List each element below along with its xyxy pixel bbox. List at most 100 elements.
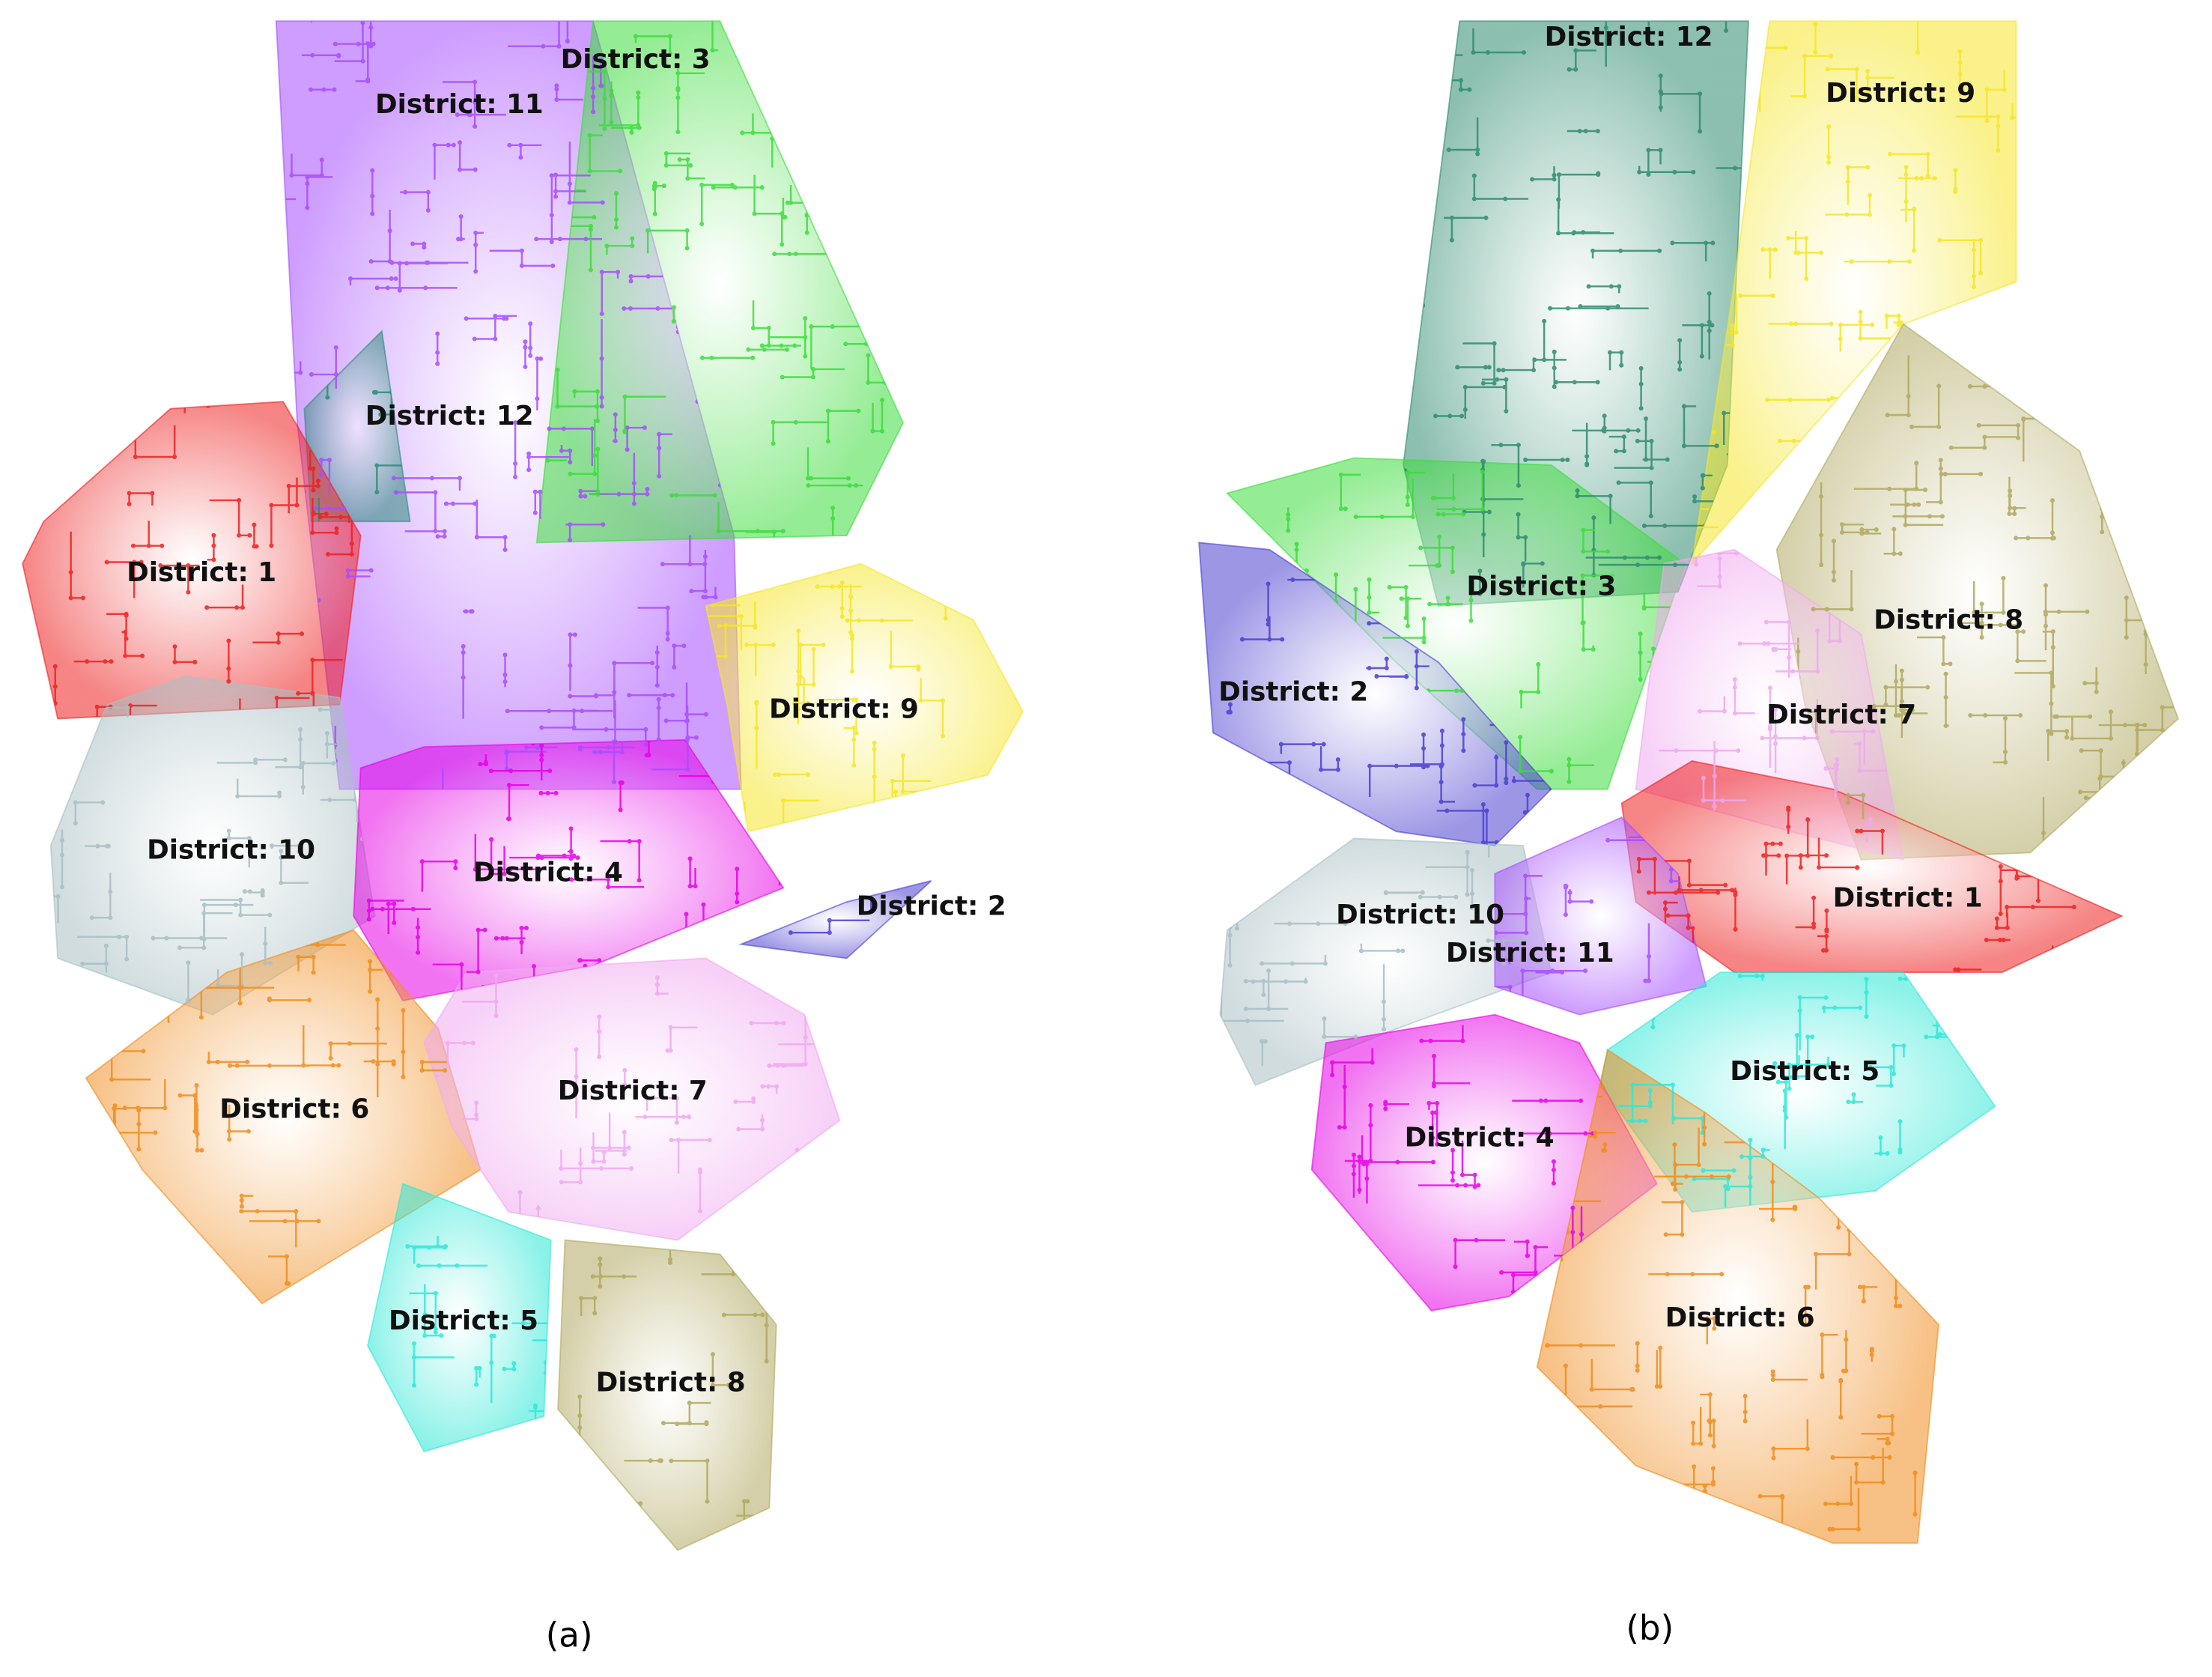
road [1857,830,1884,855]
road-node [124,956,130,962]
road-node [1754,551,1760,556]
road-node [54,1234,58,1239]
road [2057,828,2100,851]
district-label: District: 11 [1446,938,1614,968]
road-node [1388,1311,1393,1315]
road [1772,1419,1809,1458]
road [1482,804,1497,843]
road [74,801,103,824]
road-node [2069,362,2074,367]
road-node [1626,1532,1631,1538]
road-node [812,200,818,205]
road-node [1450,1177,1456,1183]
road-node [1435,1141,1440,1147]
road-node [1483,1011,1488,1016]
road-node [613,191,619,196]
road-node [1383,1106,1388,1112]
road [1692,484,1719,529]
road-node [846,476,851,481]
road [237,778,281,798]
road-node [25,452,30,457]
road [612,414,617,442]
road-node [2107,348,2112,354]
road [1788,237,1808,279]
road-node [50,943,55,948]
road [1788,1056,1829,1089]
road [1472,28,1525,54]
road-node [777,921,783,926]
district-label: District: 6 [219,1094,369,1125]
road [867,355,885,384]
road-node [1890,13,1895,18]
road [1614,440,1653,469]
road-node [892,85,897,91]
road [148,1288,213,1304]
road-node [1388,1282,1393,1287]
road-node [794,1162,800,1168]
road-node [1721,536,1725,540]
road [1638,166,1694,173]
road [121,631,143,657]
road-node [104,559,109,565]
road-node [1709,1519,1714,1524]
road [560,1149,631,1170]
road-node [1650,1005,1656,1010]
road-node [1757,67,1763,72]
road [1993,718,2007,764]
road-node [896,866,901,870]
road [1955,115,1999,151]
road-node [819,966,824,971]
road-node [780,529,786,534]
road-node [853,264,858,270]
road [1443,79,1470,91]
road [572,1530,582,1550]
road-node [943,581,948,586]
road [1704,21,1728,31]
road-node [710,6,714,10]
road-node [61,1234,66,1239]
road-node [906,522,911,527]
road-node [906,495,911,500]
road-node [528,321,533,327]
road [554,175,586,197]
road-node [2127,500,2132,505]
road [1591,249,1660,259]
road [1742,1149,1770,1158]
road [1473,175,1529,200]
road [432,963,463,1001]
road-node [1321,742,1326,747]
district-label: District: 4 [1405,1122,1555,1153]
road [637,607,669,640]
road [1941,473,1981,476]
panel-caption: (b) [1626,1608,1674,1648]
road [565,524,604,540]
road-node [781,1020,786,1025]
road [1431,1112,1437,1138]
road-node [1179,824,1184,828]
road [1708,1419,1715,1446]
road-node [702,562,708,567]
road [1762,699,1819,739]
road-node [1507,1341,1511,1345]
road-node [2167,500,2172,505]
road-node [520,1221,526,1226]
road-node [2133,500,2138,505]
road-node [2121,795,2126,801]
district-label: District: 7 [1766,700,1916,730]
road-node [1948,445,1954,450]
road [1955,968,1982,973]
road [1926,460,1942,503]
road [133,521,162,547]
road-node [1432,1084,1437,1089]
road [1986,70,2005,121]
road [240,1195,254,1207]
road [827,410,859,442]
road-node [103,1171,108,1176]
road [1785,819,1809,885]
road-node [1556,197,1561,202]
road [561,1147,582,1183]
road [1481,378,1507,412]
road [1344,1105,1372,1162]
road-node [1230,448,1235,452]
road [1363,1162,1368,1204]
